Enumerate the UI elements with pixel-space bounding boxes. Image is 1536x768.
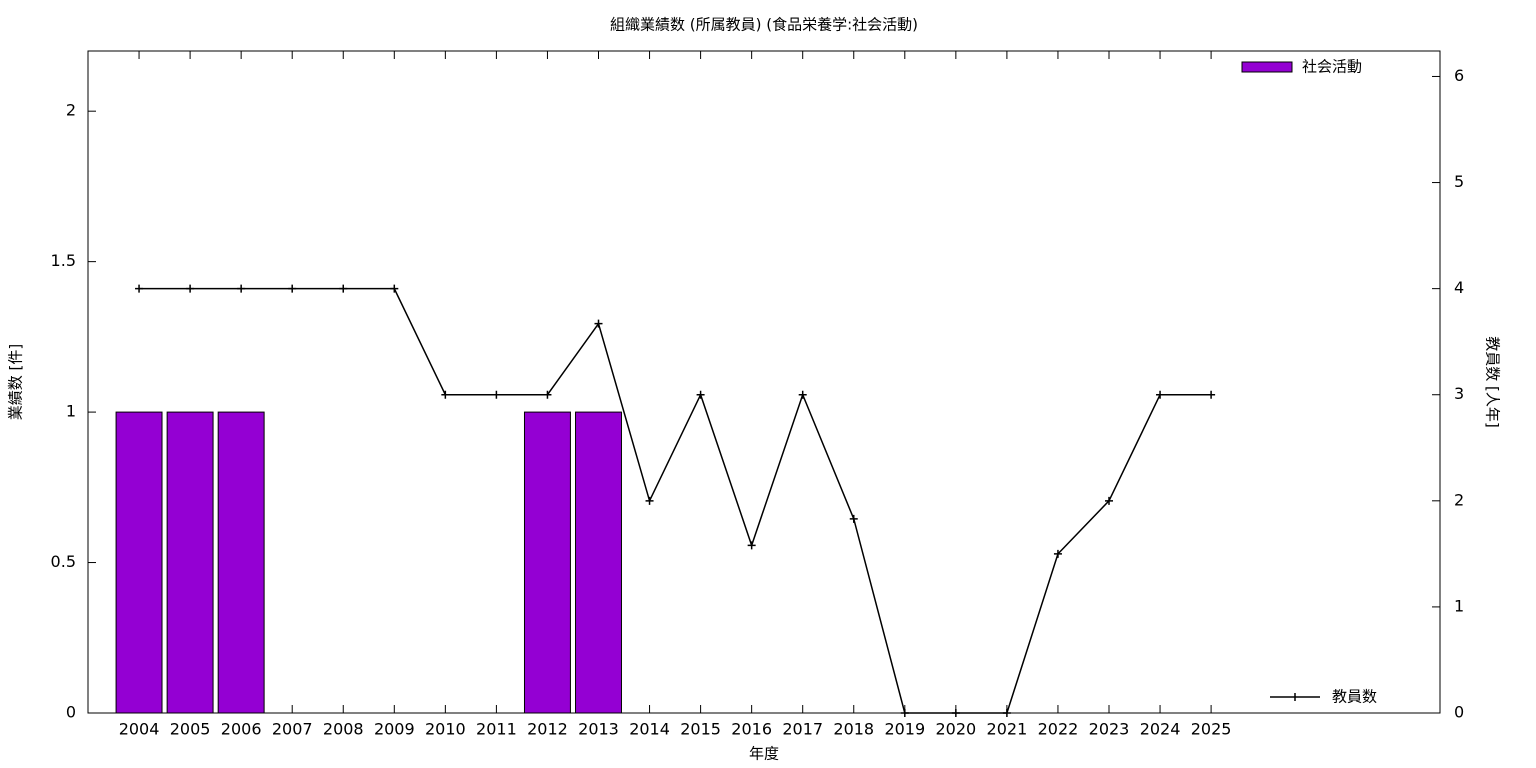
x-tick-label: 2013 bbox=[578, 720, 619, 739]
y2-tick-label: 6 bbox=[1454, 66, 1464, 85]
point-marker bbox=[900, 709, 909, 717]
x-tick-label: 2020 bbox=[935, 720, 976, 739]
x-tick-label: 2018 bbox=[833, 720, 874, 739]
point-marker bbox=[1156, 390, 1165, 399]
point-marker bbox=[543, 390, 552, 399]
y2-tick-label: 3 bbox=[1454, 384, 1464, 403]
x-tick-label: 2025 bbox=[1191, 720, 1232, 739]
y2-axis-label: 教員数 [人年] bbox=[1484, 336, 1502, 427]
bar bbox=[217, 411, 265, 714]
x-tick-label: 2007 bbox=[272, 720, 313, 739]
point-marker bbox=[696, 390, 705, 399]
point-marker bbox=[951, 709, 960, 717]
point-marker bbox=[798, 390, 807, 399]
bar bbox=[523, 411, 571, 714]
y-axis-label: 業績数 [件] bbox=[7, 344, 25, 420]
point-marker bbox=[1053, 549, 1062, 558]
y-tick-label: 0 bbox=[66, 703, 76, 722]
x-tick-label: 2022 bbox=[1038, 720, 1079, 739]
point-marker bbox=[645, 496, 654, 505]
x-tick-label: 2016 bbox=[731, 720, 772, 739]
point-marker bbox=[135, 284, 144, 293]
point-marker bbox=[594, 319, 603, 328]
y2-tick-label: 5 bbox=[1454, 172, 1464, 191]
x-tick-label: 2019 bbox=[884, 720, 925, 739]
y-tick-label: 0.5 bbox=[51, 552, 76, 571]
y2-tick-label: 2 bbox=[1454, 490, 1464, 509]
bar bbox=[166, 411, 214, 714]
x-tick-label: 2017 bbox=[782, 720, 823, 739]
x-tick-label: 2008 bbox=[323, 720, 364, 739]
x-tick-label: 2005 bbox=[170, 720, 211, 739]
x-tick-label: 2021 bbox=[987, 720, 1028, 739]
y-tick-label: 2 bbox=[66, 101, 76, 120]
point-marker bbox=[747, 541, 756, 550]
x-axis-label: 年度 bbox=[749, 745, 779, 763]
point-marker bbox=[288, 284, 297, 293]
y-tick-label: 1.5 bbox=[51, 251, 76, 270]
x-tick-label: 2023 bbox=[1089, 720, 1130, 739]
bar bbox=[115, 411, 163, 714]
y2-tick-label: 1 bbox=[1454, 596, 1464, 615]
y2-tick-label: 4 bbox=[1454, 278, 1464, 297]
point-marker bbox=[492, 390, 501, 399]
legend-label: 社会活動 bbox=[1302, 58, 1362, 76]
x-tick-label: 2015 bbox=[680, 720, 721, 739]
chart-title: 組織業績数 (所属教員) (食品栄養学:社会活動) bbox=[610, 16, 918, 34]
point-marker bbox=[849, 514, 858, 523]
legend-label: 教員数 bbox=[1332, 688, 1377, 706]
x-tick-label: 2024 bbox=[1140, 720, 1181, 739]
point-marker bbox=[237, 284, 246, 293]
x-tick-label: 2010 bbox=[425, 720, 466, 739]
point-marker bbox=[390, 284, 399, 293]
x-tick-label: 2011 bbox=[476, 720, 517, 739]
y2-tick-label: 0 bbox=[1454, 703, 1464, 722]
point-marker bbox=[339, 284, 348, 293]
point-marker bbox=[1105, 496, 1113, 505]
point-marker bbox=[186, 284, 195, 293]
point-marker bbox=[1002, 709, 1011, 717]
bar bbox=[575, 411, 622, 714]
x-tick-label: 2014 bbox=[629, 720, 670, 739]
y-tick-label: 1 bbox=[66, 402, 76, 421]
x-tick-label: 2004 bbox=[119, 720, 160, 739]
plot-frame bbox=[87, 50, 1441, 714]
x-tick-label: 2006 bbox=[221, 720, 262, 739]
x-tick-label: 2009 bbox=[374, 720, 415, 739]
legend-swatch bbox=[1270, 693, 1320, 701]
x-tick-label: 2012 bbox=[527, 720, 568, 739]
point-marker bbox=[441, 390, 450, 399]
line bbox=[139, 287, 1212, 714]
legend-swatch bbox=[1241, 61, 1293, 73]
point-marker bbox=[1207, 390, 1216, 399]
